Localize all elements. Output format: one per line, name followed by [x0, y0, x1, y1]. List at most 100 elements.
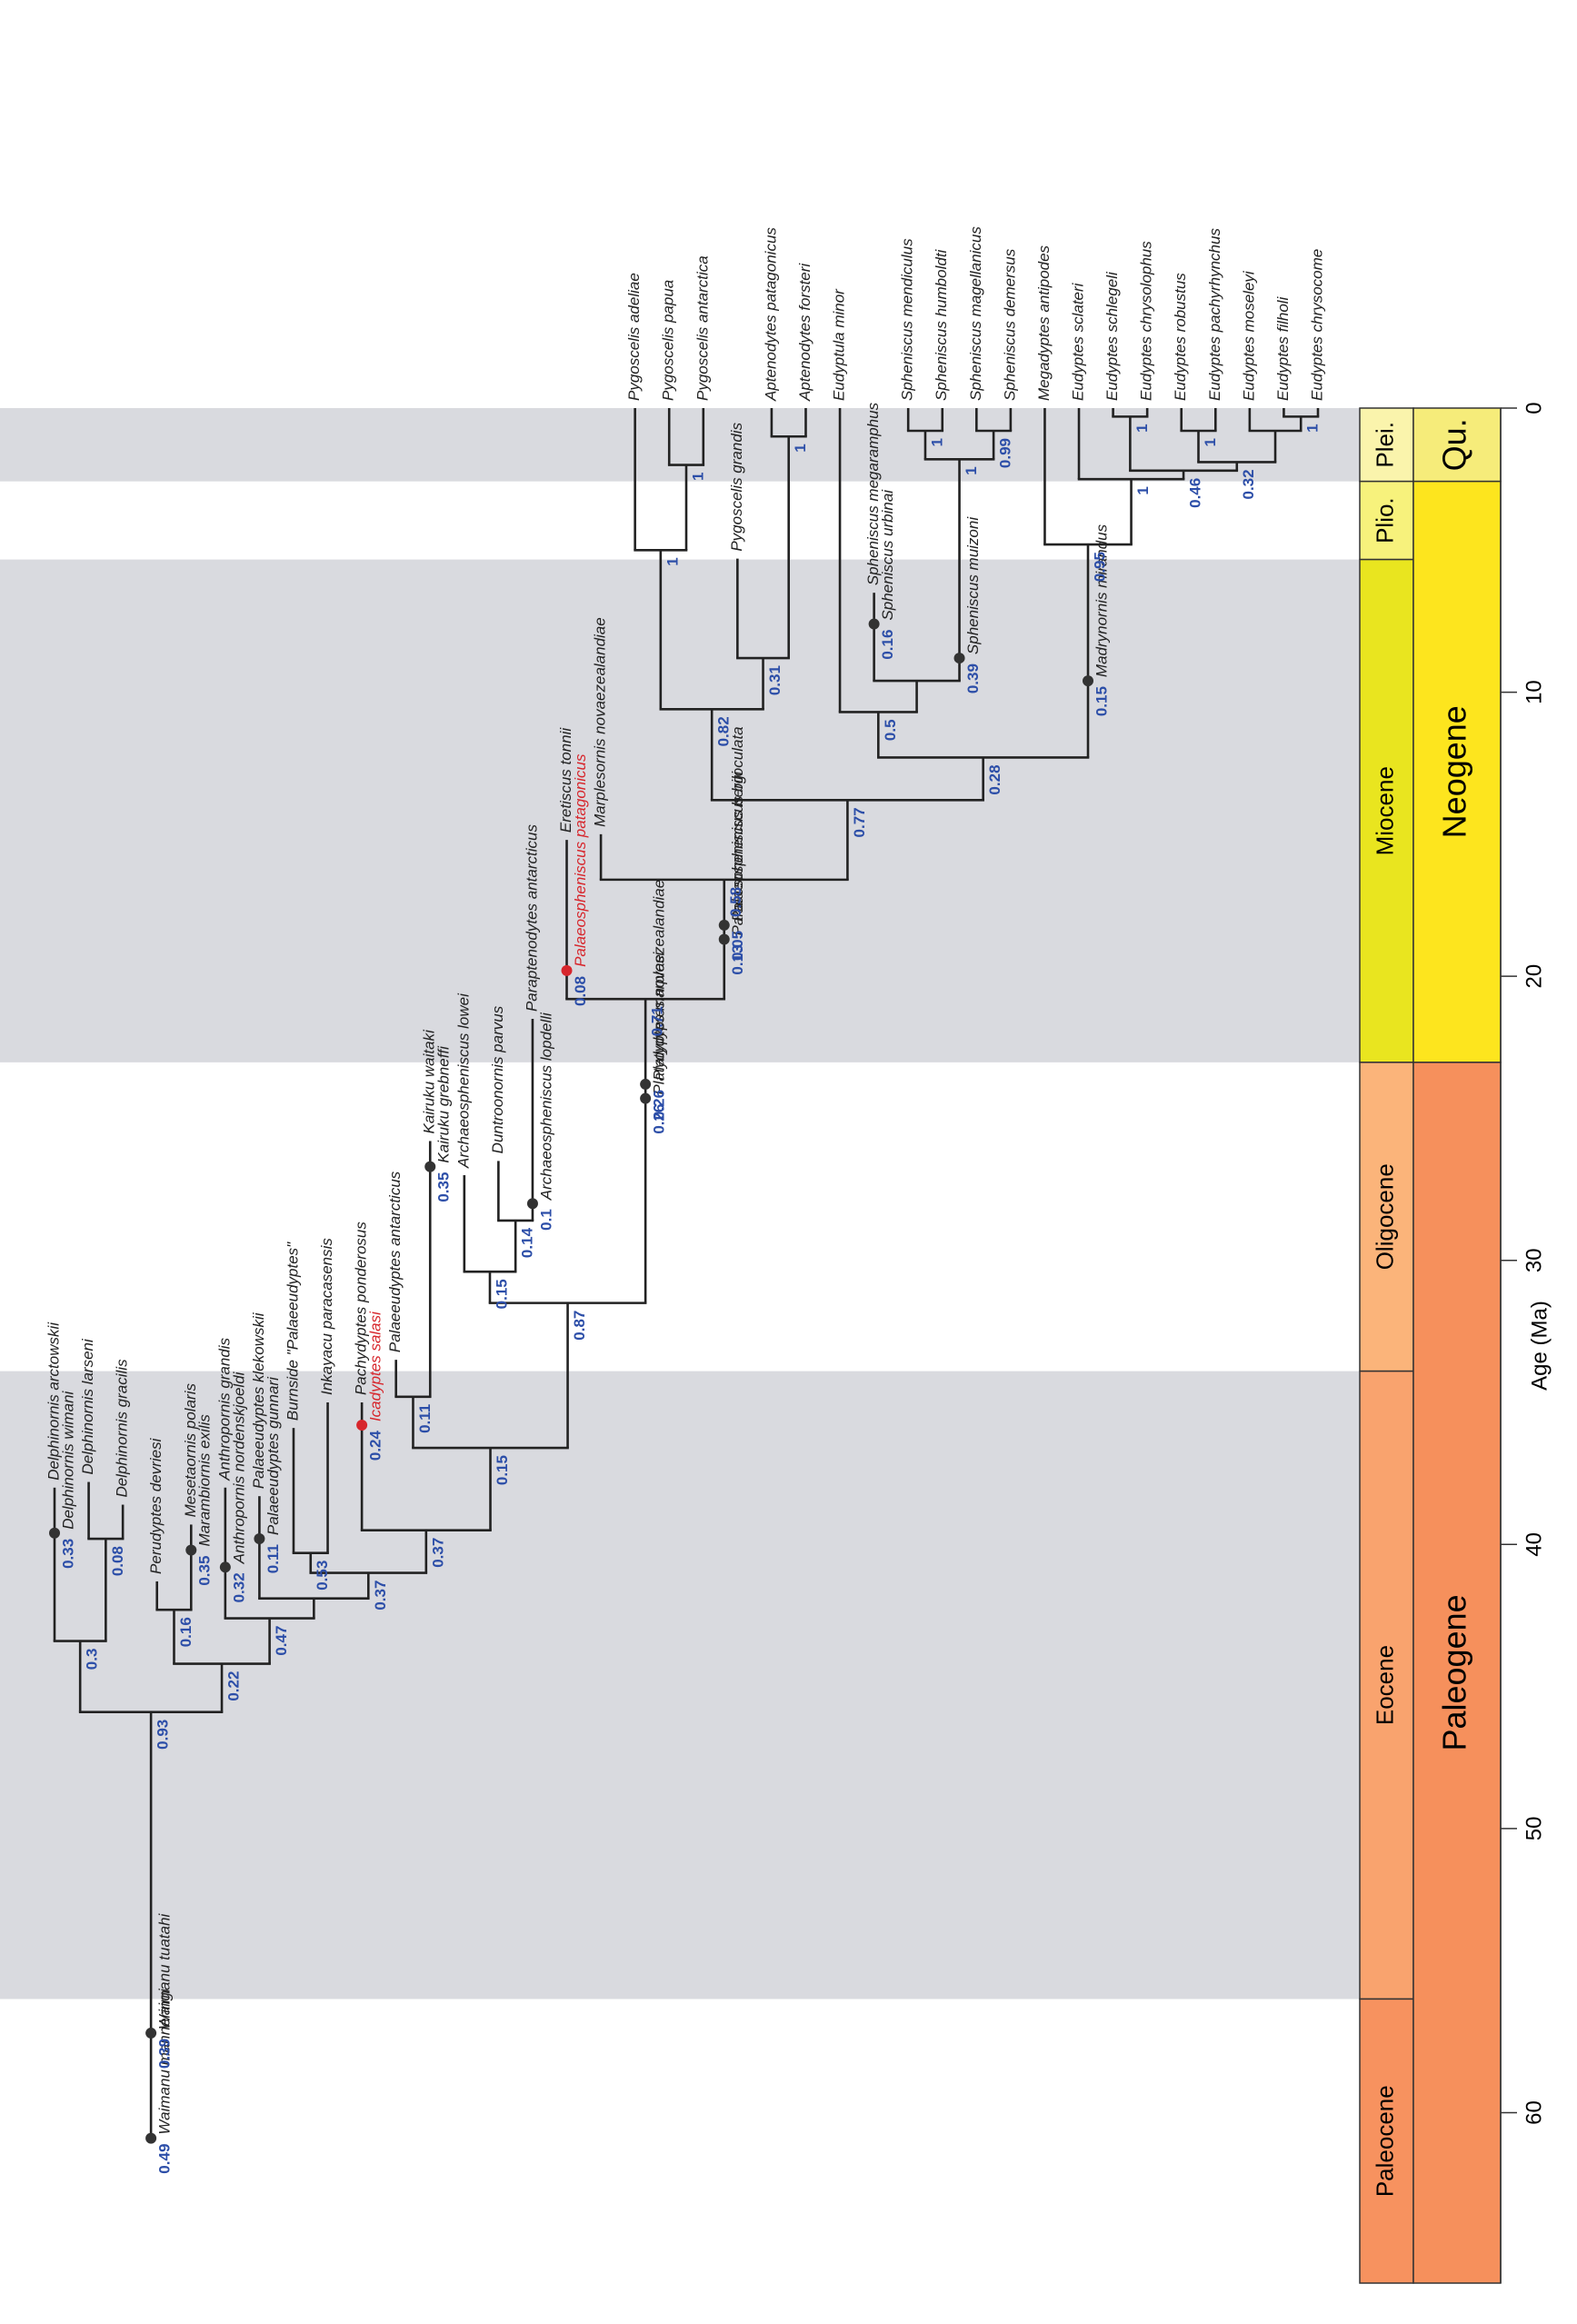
support-value: 0.47	[273, 1626, 290, 1656]
sampled-ancestor	[185, 1544, 197, 1556]
taxon-label: Palaeospheniscus patagonicus	[572, 753, 589, 967]
support-value: 0.46	[1187, 478, 1204, 508]
tick-label: 20	[1522, 964, 1546, 989]
taxon-label: Waimanu manneringi	[156, 1988, 174, 2135]
sampled-ancestor	[254, 1533, 265, 1545]
taxon-label: Spheniscus magellanicus	[967, 226, 984, 401]
support-value: 0.15	[493, 1279, 510, 1309]
taxon-label: Anthropornis grandis	[215, 1337, 233, 1481]
support-value: 0.16	[879, 630, 896, 660]
taxon-label: Duntroonornis parvus	[489, 1005, 506, 1153]
axis-title: Age (Ma)	[1527, 1301, 1552, 1391]
support-value: 0.11	[264, 1544, 282, 1573]
taxon-label: Spheniscus mendiculus	[899, 238, 916, 401]
support-value: 0.1	[537, 1209, 554, 1231]
tick-label: 30	[1522, 1248, 1546, 1272]
taxon-label: Marambiornis exilis	[196, 1414, 214, 1547]
support-value: 0.26	[651, 1090, 668, 1120]
support-value: 1	[1134, 486, 1152, 494]
support-value: 0.14	[519, 1227, 536, 1258]
taxon-label: Palaeospheniscus biloculata	[729, 726, 746, 922]
support-value: 1	[1133, 424, 1151, 432]
sampled-ancestor	[953, 653, 965, 664]
taxon-label: Eudyptes pachyrhynchus	[1206, 228, 1223, 401]
taxon-label: Delphinornis gracilis	[114, 1359, 131, 1498]
taxon-label: Inkayacu paracasensis	[318, 1238, 335, 1395]
taxon-label: Icadyptes salasi	[367, 1311, 384, 1421]
taxon-label: Eudyptes sclateri	[1070, 282, 1087, 401]
taxon-label: Archaeospheniscus lopdelli	[537, 1012, 554, 1201]
sampled-ancestor	[718, 919, 730, 931]
taxon-label: Perudyptes devriesi	[147, 1437, 165, 1574]
taxon-label: Eudyptes chrysocome	[1308, 249, 1325, 401]
taxon-label: Delphinornis larseni	[79, 1338, 96, 1475]
support-value: 0.33	[59, 1539, 76, 1569]
taxon-label: Delphinornis arctowskii	[45, 1322, 62, 1481]
taxon-label: Megadyptes antipodes	[1035, 244, 1053, 401]
sampled-ancestor	[219, 1561, 231, 1573]
taxon-label: Eretiscus tonnii	[557, 727, 574, 833]
epoch-cell	[1359, 558, 1414, 1063]
epoch-label: Paleocene	[1371, 2085, 1398, 2197]
epoch-band	[0, 1371, 1360, 2000]
support-value: 0.3	[84, 1649, 101, 1671]
tick-label: 60	[1522, 2100, 1546, 2125]
epoch-label: Miocene	[1371, 766, 1398, 855]
taxon-label: Eudyptes moseleyi	[1240, 270, 1257, 401]
support-value: 0.05	[729, 931, 746, 961]
tick-label: 10	[1522, 680, 1546, 704]
support-value: 0.35	[196, 1556, 214, 1586]
support-value: 1	[1202, 438, 1219, 446]
taxon-label: Mesetaornis polaris	[182, 1383, 199, 1518]
sampled-ancestor	[49, 1527, 60, 1539]
period-cell	[1412, 480, 1502, 1063]
sampled-ancestor	[561, 964, 573, 976]
period-label: Neogene	[1436, 705, 1473, 838]
taxon-label: Marplesornis novaezealandiae	[592, 617, 609, 827]
epoch-cell	[1359, 1370, 1414, 2000]
taxon-label: Madrynornis mirandus	[1093, 524, 1110, 677]
sampled-ancestor	[718, 933, 730, 945]
support-value: 0.95	[1091, 552, 1108, 582]
taxon-label: Eudyptula minor	[831, 288, 848, 401]
support-value: 0.99	[997, 438, 1014, 468]
taxon-label: Eudyptes robustus	[1172, 273, 1189, 401]
taxon-label: Pygoscelis antarctica	[694, 255, 711, 401]
taxon-label: Waimanu tuatahi	[156, 1912, 174, 2029]
epoch-label: Plio.	[1371, 497, 1398, 544]
support-value: 0.16	[177, 1617, 195, 1647]
taxon-label: Delphinornis wimani	[59, 1390, 76, 1529]
taxon-label: Archaeospheniscus lowei	[454, 992, 472, 1169]
taxon-label: Anthropornis nordenskjoeldi	[230, 1371, 247, 1564]
tick-label: 0	[1522, 402, 1546, 414]
support-value: 0.53	[314, 1561, 331, 1591]
support-value: 1	[792, 444, 809, 452]
sampled-ancestor	[1083, 675, 1094, 687]
support-value: 0.87	[571, 1311, 588, 1341]
taxon-label: Spheniscus humboldti	[933, 248, 950, 401]
epoch-label: Eocene	[1371, 1645, 1398, 1725]
support-value: 0.58	[727, 887, 744, 917]
taxon-label: Spheniscus megaramphus	[864, 402, 882, 585]
support-value: 0.39	[156, 2039, 174, 2069]
support-value: 0.77	[851, 807, 868, 837]
epoch-band	[0, 408, 1360, 482]
support-value: 0.82	[715, 716, 733, 746]
support-value: 0.37	[429, 1538, 446, 1568]
support-value: 0.28	[986, 764, 1003, 794]
support-value: 0.32	[230, 1572, 247, 1602]
support-value: 0.08	[109, 1546, 126, 1576]
support-value: 1	[664, 557, 681, 565]
period-cell	[1412, 1062, 1502, 2284]
taxon-label: Paraptenodytes antarcticus	[523, 824, 540, 1012]
taxon-label: Pachydyptes ponderosus	[353, 1222, 370, 1395]
support-value: 0.39	[964, 663, 982, 693]
epoch-label: Oligocene	[1371, 1163, 1398, 1270]
taxon-label: Spheniscus urbinai	[879, 489, 896, 621]
taxon-label: Eudyptes chrysolophus	[1138, 241, 1155, 401]
taxon-label: Eudyptes schlegeli	[1103, 271, 1121, 401]
epoch-cell	[1359, 1998, 1414, 2284]
period-cell	[1412, 407, 1502, 483]
taxon-label: Spheniscus demersus	[1001, 248, 1018, 401]
